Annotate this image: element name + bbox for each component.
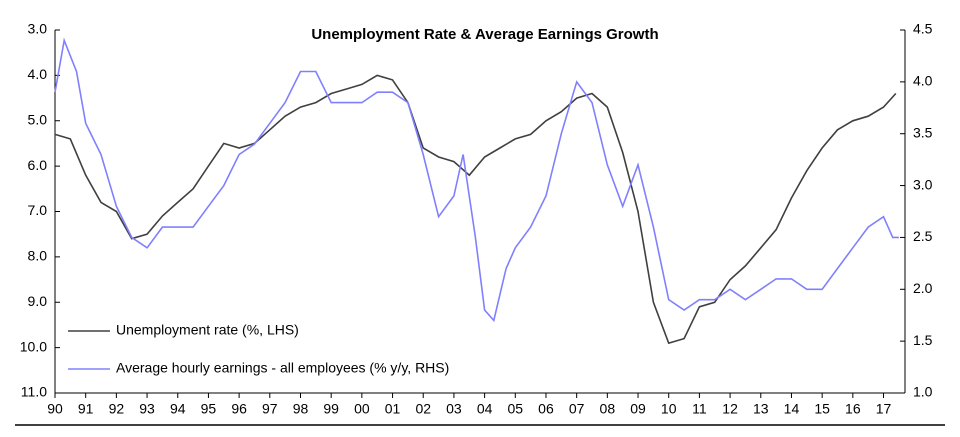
chart-title: Unemployment Rate & Average Earnings Gro… bbox=[311, 26, 658, 43]
y-tick-label: 6.0 bbox=[28, 157, 48, 173]
x-tick-label: 10 bbox=[661, 401, 677, 417]
y2-tick-label: 1.5 bbox=[913, 332, 933, 348]
x-tick-label: 98 bbox=[293, 401, 309, 417]
y2-tick-label: 4.0 bbox=[913, 73, 933, 89]
legend-label: Unemployment rate (%, LHS) bbox=[116, 322, 299, 338]
y-tick-label: 4.0 bbox=[28, 66, 48, 82]
x-tick-label: 16 bbox=[845, 401, 861, 417]
y2-tick-label: 4.5 bbox=[913, 21, 933, 37]
x-tick-label: 04 bbox=[477, 401, 493, 417]
y2-tick-label: 3.5 bbox=[913, 124, 933, 140]
x-tick-label: 05 bbox=[507, 401, 523, 417]
x-tick-label: 96 bbox=[231, 401, 247, 417]
x-tick-label: 07 bbox=[569, 401, 585, 417]
x-tick-label: 11 bbox=[692, 401, 707, 417]
x-tick-label: 13 bbox=[753, 401, 769, 417]
series-line bbox=[54, 37, 899, 323]
legend-label: Average hourly earnings - all employees … bbox=[116, 360, 449, 376]
x-tick-label: 08 bbox=[600, 401, 616, 417]
series-line bbox=[54, 74, 897, 345]
x-tick-label: 14 bbox=[784, 401, 800, 417]
y-tick-label: 8.0 bbox=[28, 248, 48, 264]
y-tick-label: 3.0 bbox=[28, 21, 48, 37]
x-tick-label: 02 bbox=[415, 401, 431, 417]
y2-tick-label: 2.5 bbox=[913, 228, 933, 244]
x-tick-label: 99 bbox=[323, 401, 339, 417]
y-tick-label: 11.0 bbox=[21, 384, 47, 400]
y-tick-label: 9.0 bbox=[28, 293, 48, 309]
x-tick-label: 94 bbox=[170, 401, 186, 417]
y2-tick-label: 1.0 bbox=[913, 384, 933, 400]
x-tick-label: 92 bbox=[109, 401, 125, 417]
x-tick-label: 03 bbox=[446, 401, 462, 417]
x-tick-label: 90 bbox=[47, 401, 63, 417]
x-tick-label: 06 bbox=[538, 401, 554, 417]
x-tick-label: 00 bbox=[354, 401, 370, 417]
x-tick-label: 17 bbox=[876, 401, 892, 417]
x-tick-label: 91 bbox=[78, 401, 94, 417]
x-tick-label: 97 bbox=[262, 401, 278, 417]
y2-tick-label: 3.0 bbox=[913, 176, 933, 192]
x-tick-label: 15 bbox=[814, 401, 830, 417]
x-tick-label: 01 bbox=[385, 401, 401, 417]
x-tick-label: 09 bbox=[630, 401, 646, 417]
x-tick-label: 93 bbox=[139, 401, 155, 417]
y2-tick-label: 2.0 bbox=[913, 280, 933, 296]
y-tick-label: 10.0 bbox=[20, 338, 47, 354]
y-tick-label: 7.0 bbox=[28, 202, 48, 218]
y-tick-label: 5.0 bbox=[28, 111, 48, 127]
x-tick-label: 12 bbox=[722, 401, 738, 417]
x-tick-label: 95 bbox=[201, 401, 217, 417]
